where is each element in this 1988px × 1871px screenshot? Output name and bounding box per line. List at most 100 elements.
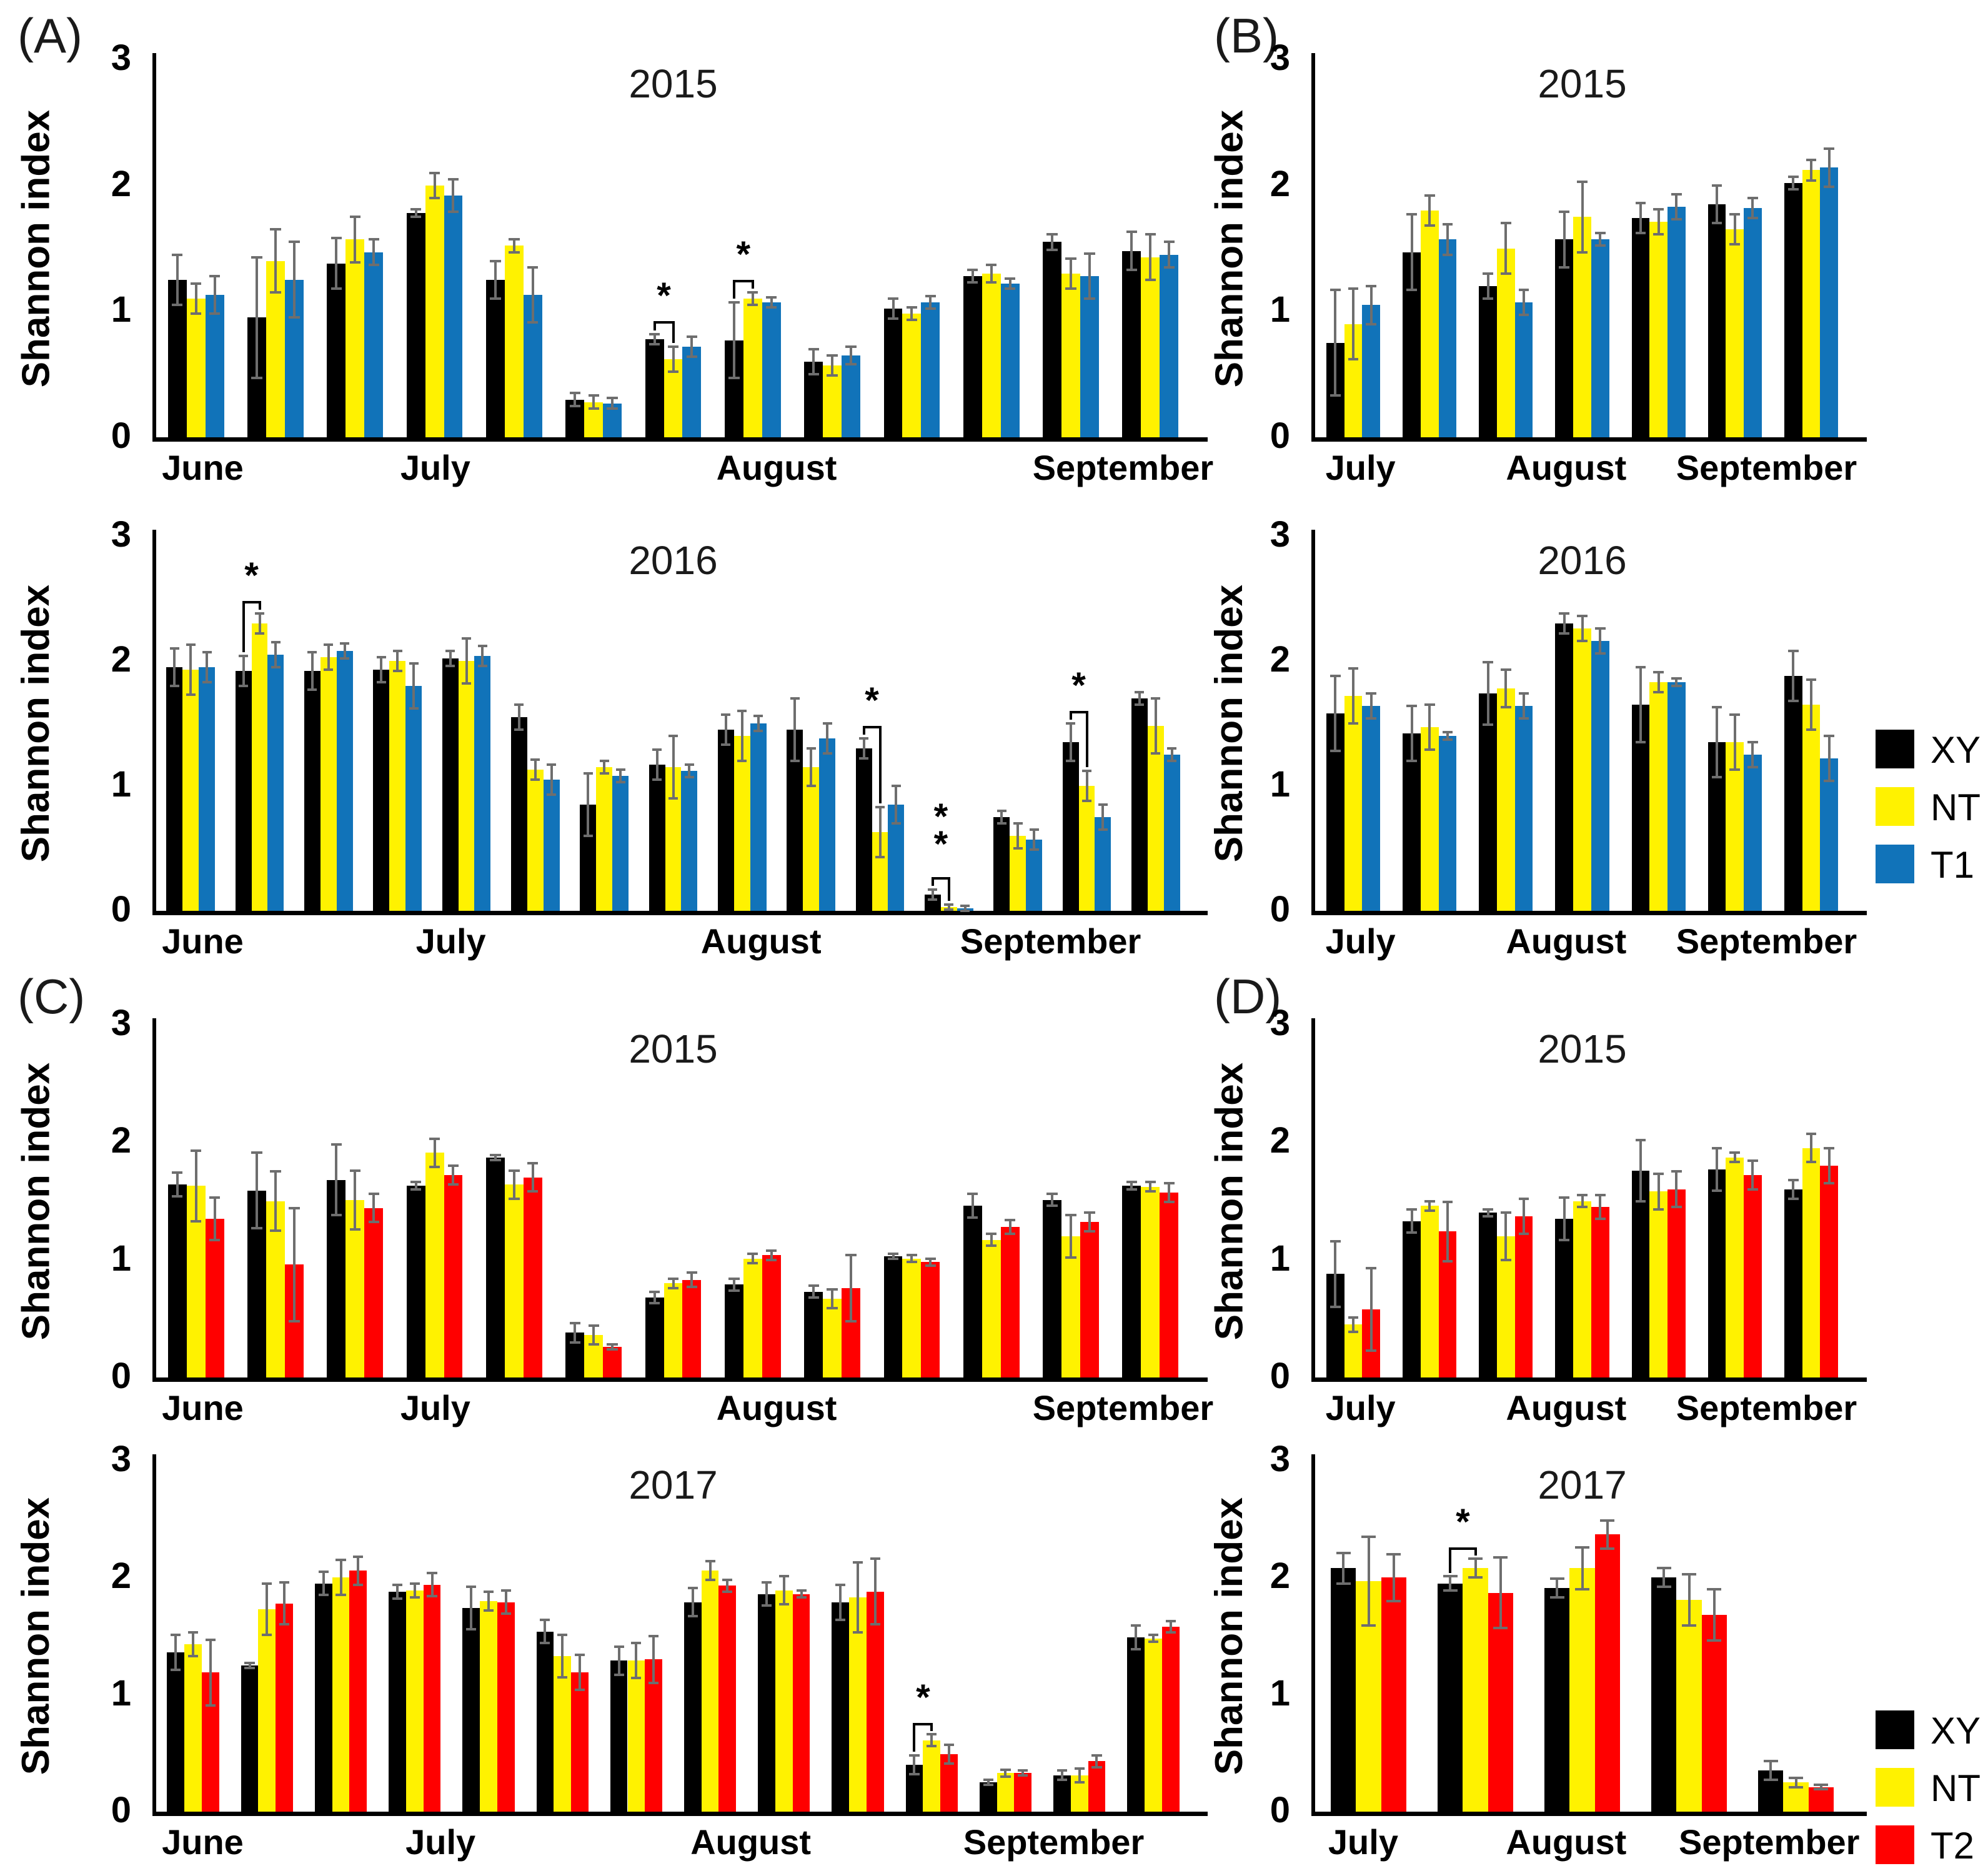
error-bar-cap-bottom [1066,760,1076,762]
x-axis-line [152,437,1208,442]
error-bar-cap-top [1336,1551,1351,1554]
error-bar-cap-bottom [1594,244,1606,247]
error-bar-cap-bottom [254,632,264,635]
bar-NT [1676,1599,1702,1812]
error-bar [793,698,797,761]
error-bar-cap-top [766,296,777,299]
error-bar-cap-top [1330,675,1341,677]
bar-XY [979,1782,997,1812]
error-bar-cap-top [778,1575,789,1578]
error-bar [481,646,484,666]
bar-T1 [1820,167,1838,437]
bar-XY [963,1206,982,1377]
error-bar-cap-bottom [588,1343,599,1346]
error-bar-cap-top [500,1589,511,1592]
error-bar-cap-top [1046,233,1058,236]
chart-title: 2016 [1538,538,1627,583]
error-bar-cap-bottom [349,1228,360,1231]
bar-T2 [762,1255,781,1377]
y-tick-label: 0 [111,1790,131,1830]
error-bar-cap-bottom [1814,1788,1829,1791]
error-bar-cap-top [340,642,350,645]
error-bar [726,1580,729,1592]
y-tick-label: 1 [1270,289,1290,330]
error-bar [1504,670,1508,707]
significance-marker: * [916,1677,930,1718]
error-bar-cap-top [1635,201,1646,204]
bar-XY [406,1186,425,1377]
error-bar [1078,1768,1081,1783]
error-bar-cap-top [1406,1208,1417,1211]
error-bar [1657,672,1660,692]
error-bar-cap-bottom [925,307,936,310]
bar-XY [610,1660,628,1812]
error-bar [1168,1183,1171,1203]
error-bar-cap-bottom [1747,217,1758,220]
error-bar-cap-bottom [318,1594,329,1597]
error-bar-cap-top [1442,1201,1453,1204]
bar-XY [1784,182,1802,437]
error-bar [1486,273,1489,299]
bar-T1 [1362,706,1381,911]
error-bar [1154,698,1157,753]
bar-XY [327,263,346,437]
bar-NT [902,1258,922,1377]
error-bar-cap-bottom [500,1612,511,1615]
chart-title: 2015 [629,61,718,106]
error-bar [1486,662,1489,725]
error-bar-cap-bottom [1084,1230,1095,1233]
error-bar [1751,197,1754,219]
sig-bracket-left [732,279,735,299]
error-bar [1446,1202,1449,1261]
error-bar-cap-bottom [429,196,440,199]
error-bar-cap-bottom [986,280,997,284]
error-bar-cap-bottom [1559,1238,1570,1241]
bar-NT [596,767,613,911]
bar-T2 [921,1262,940,1377]
error-bar [1523,290,1526,315]
y-tick-label: 0 [1270,889,1290,930]
bar-T2 [1594,1534,1620,1812]
x-month-label: September [963,1822,1145,1862]
y-tick-label: 0 [1270,415,1290,456]
error-bar [174,1635,177,1670]
error-bar-cap-bottom [1518,1233,1529,1236]
error-bar [782,1576,785,1605]
y-tick-label: 0 [111,889,131,930]
bar-NT [1802,1148,1821,1377]
bar-NT [1802,705,1821,911]
error-bar [1662,1568,1666,1587]
bar-NT [1344,1324,1363,1377]
error-bar [812,349,815,375]
error-bar-cap-bottom [331,1214,342,1217]
error-bar-cap-bottom [766,1258,777,1261]
error-bar [322,1571,325,1596]
error-bar [372,1194,375,1223]
error-bar [1606,1520,1609,1549]
error-bar [1499,1557,1502,1628]
error-bar-cap-bottom [547,793,557,796]
error-bar [414,209,417,217]
error-bar-cap-bottom [340,657,350,660]
error-bar-cap-bottom [557,1675,568,1679]
error-bar [504,1590,507,1614]
error-bar [691,1588,694,1617]
error-bar-cap-top [527,1162,539,1165]
error-bar-cap-top [1084,1211,1095,1214]
error-bar-cap-bottom [477,665,487,667]
error-bar-cap-bottom [271,666,281,668]
error-bar [1070,1215,1073,1258]
error-bar [327,645,330,670]
error-bar [292,1208,296,1321]
bar-XY [1784,676,1802,911]
error-bar [494,1155,497,1160]
error-bar [1016,823,1020,848]
bar-NT [1573,628,1591,911]
bar-XY [406,213,425,437]
error-bar-cap-top [490,1154,501,1157]
error-bar-cap-top [906,306,918,309]
error-bar-cap-top [289,241,300,244]
x-month-label: September [1676,448,1857,487]
error-bar [751,1254,754,1264]
error-bar-cap-top [318,1570,329,1573]
